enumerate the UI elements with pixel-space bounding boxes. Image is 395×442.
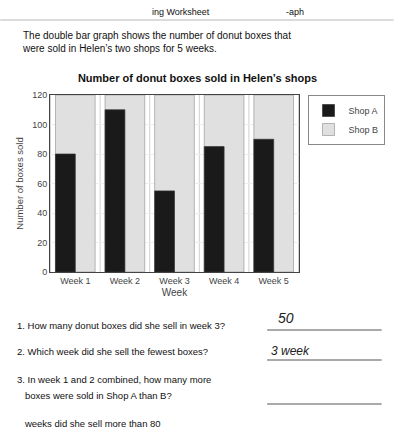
svg-text:weeks did she sell more than 8: weeks did she sell more than 80 [17, 418, 161, 429]
svg-text:boxes were sold in Shop A than: boxes were sold in Shop A than B? [17, 390, 172, 401]
svg-text:Week 5: Week 5 [259, 276, 289, 286]
svg-text:80: 80 [37, 149, 47, 159]
svg-text:Week 4: Week 4 [209, 276, 239, 286]
svg-text:Shop B: Shop B [349, 125, 379, 135]
svg-text:Week 3: Week 3 [159, 276, 189, 286]
svg-text:100: 100 [32, 120, 47, 130]
svg-text:The double bar graph shows the: The double bar graph shows the number of… [22, 30, 291, 54]
svg-text:50: 50 [278, 310, 294, 326]
svg-text:20: 20 [37, 238, 47, 248]
svg-text:-aph: -aph [286, 7, 304, 17]
svg-text:Week: Week [162, 287, 188, 298]
svg-text:60: 60 [37, 179, 47, 189]
svg-text:3 week: 3 week [271, 344, 310, 358]
svg-text:Shop A: Shop A [349, 106, 378, 116]
svg-text:0: 0 [42, 267, 47, 277]
svg-text:Week 1: Week 1 [60, 276, 90, 286]
svg-text:Number of donut boxes sold in: Number of donut boxes sold in Helen’s sh… [78, 72, 317, 84]
svg-text:2. Which week did she sell the: 2. Which week did she sell the fewest bo… [17, 346, 208, 357]
svg-text:Week 2: Week 2 [110, 276, 140, 286]
svg-text:1. How many donut boxes did sh: 1. How many donut boxes did she sell in … [17, 320, 225, 331]
svg-text:ing Worksheet: ing Worksheet [152, 7, 210, 17]
svg-text:40: 40 [37, 208, 47, 218]
svg-text:Number of boxes sold: Number of boxes sold [14, 137, 25, 229]
svg-text:120: 120 [32, 90, 47, 100]
svg-text:3. In week 1 and 2 combined, h: 3. In week 1 and 2 combined, how many mo… [17, 374, 211, 385]
